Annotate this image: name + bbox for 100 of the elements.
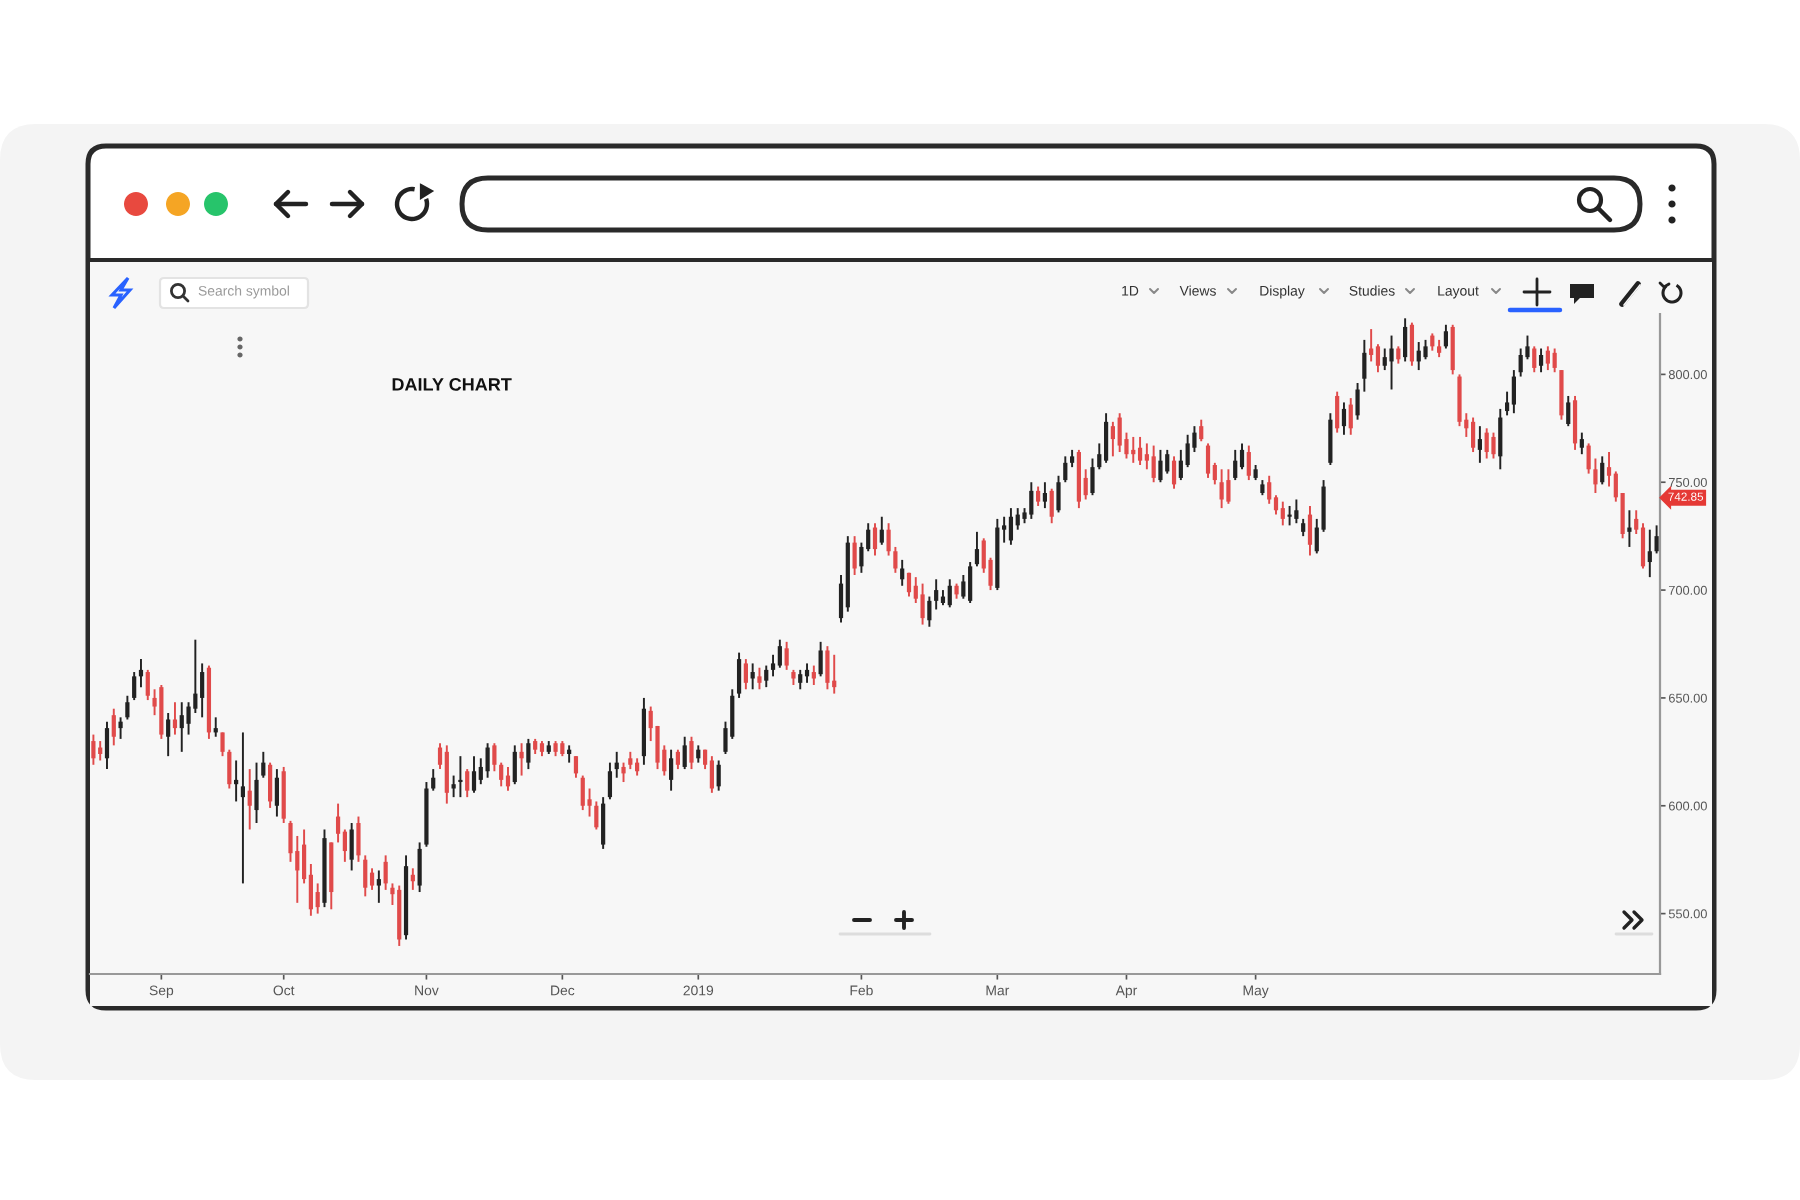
candlestick <box>247 768 252 831</box>
candlestick <box>1572 394 1578 451</box>
candlestick <box>1056 474 1061 514</box>
candlestick <box>1307 504 1313 557</box>
candlestick <box>485 742 490 779</box>
candlestick <box>1049 487 1054 525</box>
candlestick <box>607 761 613 801</box>
candlestick <box>1600 455 1605 486</box>
candlestick <box>471 755 477 794</box>
candlestick <box>118 716 123 740</box>
candlestick <box>335 802 341 844</box>
candlestick <box>927 595 932 628</box>
candlestick <box>349 822 354 872</box>
candlestick <box>947 578 952 609</box>
candlestick <box>770 653 776 678</box>
candlestick <box>526 737 531 771</box>
candlestick <box>166 712 171 758</box>
candlestick <box>132 671 137 702</box>
candlestick <box>1103 412 1109 464</box>
candlestick <box>1280 500 1285 527</box>
candlestick <box>519 742 524 777</box>
candlestick <box>315 882 320 915</box>
candlestick <box>1450 323 1455 376</box>
candlestick <box>1511 369 1516 415</box>
candlestick <box>200 662 205 719</box>
candlestick <box>1375 343 1381 374</box>
candlestick <box>1627 509 1632 548</box>
candlestick <box>512 744 517 786</box>
candlestick <box>444 744 449 805</box>
candlestick <box>920 582 925 626</box>
text: DAILY CHART <box>392 378 512 391</box>
candlestick <box>872 522 878 557</box>
candlestick <box>172 701 178 736</box>
candlestick <box>1382 347 1387 372</box>
candlestick <box>1267 474 1272 505</box>
candlestick <box>1178 448 1183 482</box>
candlestick <box>1110 420 1115 458</box>
candlestick <box>675 748 681 771</box>
candlestick <box>1348 397 1353 436</box>
candlestick <box>179 701 184 753</box>
candlestick <box>777 638 782 669</box>
candlestick <box>1409 321 1415 367</box>
candlestick <box>1036 485 1041 507</box>
candlestick <box>1029 481 1034 520</box>
candlestick <box>1640 522 1646 570</box>
candlestick <box>974 530 980 568</box>
candlestick <box>465 768 470 799</box>
candlestick <box>268 761 273 809</box>
candlestick <box>1239 442 1245 471</box>
candlestick <box>764 664 769 689</box>
candlestick <box>669 748 674 792</box>
candlestick <box>281 765 286 824</box>
candlestick <box>1498 407 1503 471</box>
candlestick <box>1151 444 1156 484</box>
candlestick <box>1389 334 1394 391</box>
candlestick <box>736 651 742 699</box>
candlestick <box>818 640 823 678</box>
candlestick <box>1137 435 1143 466</box>
candlestick <box>1335 390 1340 434</box>
candlestick <box>641 696 647 766</box>
candlestick <box>383 854 388 891</box>
candlestick <box>1532 345 1537 374</box>
candlestick <box>363 854 368 898</box>
candlestick <box>145 668 150 702</box>
candlestick <box>709 755 714 794</box>
candlestick <box>1341 401 1347 436</box>
candlestick <box>104 720 110 771</box>
candlestick <box>159 684 164 740</box>
candlestick <box>1246 444 1251 482</box>
candlestick <box>261 750 266 779</box>
candlestick <box>689 735 694 771</box>
candlestick <box>1205 442 1211 479</box>
candlestick <box>852 535 857 576</box>
candlestick <box>750 662 755 691</box>
candlestick <box>1233 448 1238 482</box>
candlestick <box>757 666 762 691</box>
candlestick <box>716 759 721 792</box>
candlestick <box>1226 468 1231 505</box>
candlestick <box>1566 394 1571 428</box>
candlestick <box>580 774 585 812</box>
candlestick <box>601 796 606 850</box>
candlestick <box>254 761 259 824</box>
candlestick <box>682 735 687 771</box>
candlestick <box>825 645 830 691</box>
candlestick <box>798 668 803 691</box>
candlestick <box>1328 412 1333 466</box>
candlestick <box>961 574 966 600</box>
candlestick <box>376 869 381 904</box>
candlestick <box>111 707 116 747</box>
candlestick <box>125 694 130 721</box>
candlestick <box>784 640 789 671</box>
candlestick <box>1144 442 1149 471</box>
candlestick <box>240 731 246 885</box>
candlestick <box>1171 455 1177 490</box>
candlestick <box>1199 418 1204 443</box>
candlestick <box>369 867 375 891</box>
candlestick <box>1219 468 1224 510</box>
candlestick <box>811 664 816 686</box>
candlestick <box>1008 507 1014 546</box>
candlestick <box>968 561 973 604</box>
